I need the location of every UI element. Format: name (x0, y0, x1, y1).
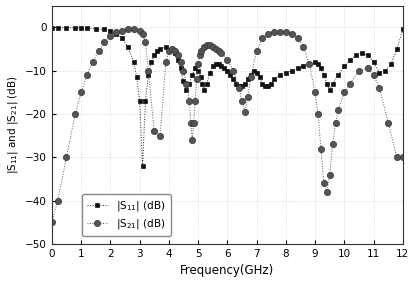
|S$_{21}$| (dB) (169, 47, 174, 51)
|S$_{21}$| (dB) (193, 99, 198, 103)
Y-axis label: |S$_{11}$| and |S$_{21}$| (dB): |S$_{11}$| and |S$_{21}$| (dB) (5, 76, 20, 174)
|S$_{11}$| (dB) (140, 164, 145, 168)
|S$_{21}$| (dB) (194, 78, 199, 81)
|S$_{11}$| (dB) (400, 28, 405, 31)
|S$_{21}$| (dB) (400, 156, 405, 159)
|S$_{11}$| (dB) (181, 80, 186, 83)
|S$_{21}$| (dB) (237, 86, 242, 90)
|S$_{11}$| (dB) (49, 26, 54, 29)
Line: |S$_{21}$| (dB): |S$_{21}$| (dB) (49, 26, 406, 226)
X-axis label: Frequency(GHz): Frequency(GHz) (180, 264, 274, 277)
|S$_{11}$| (dB) (190, 73, 195, 77)
Legend: |S$_{11}$| (dB), |S$_{21}$| (dB): |S$_{11}$| (dB), |S$_{21}$| (dB) (82, 194, 171, 236)
|S$_{21}$| (dB) (295, 37, 300, 40)
Line: |S$_{11}$| (dB): |S$_{11}$| (dB) (49, 25, 405, 168)
|S$_{11}$| (dB) (377, 71, 382, 74)
|S$_{11}$| (dB) (178, 67, 183, 70)
|S$_{21}$| (dB) (49, 221, 54, 224)
|S$_{11}$| (dB) (137, 99, 142, 103)
|S$_{21}$| (dB) (125, 28, 130, 31)
|S$_{21}$| (dB) (164, 60, 168, 64)
|S$_{11}$| (dB) (225, 69, 230, 72)
